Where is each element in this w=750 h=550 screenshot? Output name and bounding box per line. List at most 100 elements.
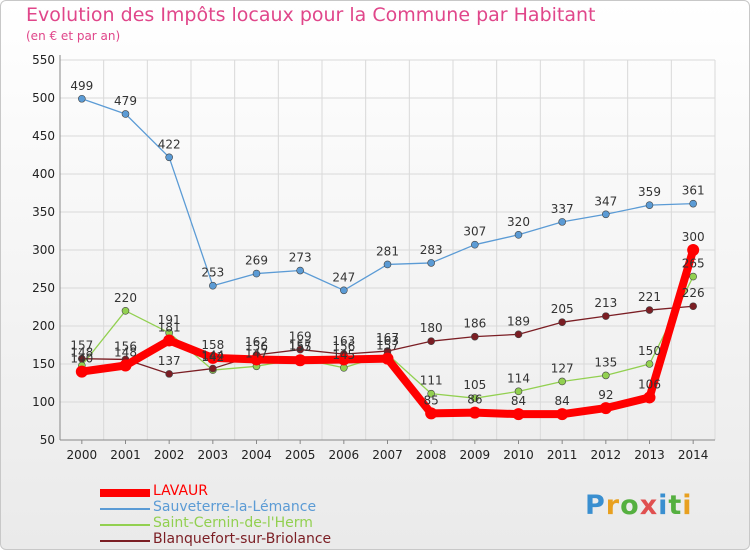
data-label: 84	[511, 394, 526, 408]
x-tick-label: 2004	[241, 448, 272, 462]
data-point	[296, 345, 304, 354]
x-tick-label: 2014	[678, 448, 709, 462]
y-tick-label: 500	[32, 91, 55, 105]
data-label: 157	[376, 339, 399, 353]
data-point	[381, 352, 394, 365]
legend-label: Saint-Cernin-de-l'Herm	[153, 515, 313, 531]
data-label: 359	[638, 185, 661, 199]
data-point	[121, 306, 130, 315]
data-label: 180	[420, 321, 443, 335]
data-label: 499	[70, 79, 93, 93]
data-label: 148	[114, 346, 137, 360]
data-point	[209, 281, 217, 290]
data-label: 135	[594, 355, 617, 369]
data-label: 86	[467, 393, 482, 407]
data-label: 220	[114, 291, 137, 305]
data-point	[78, 94, 86, 103]
x-tick-label: 2012	[591, 448, 622, 462]
data-label: 283	[420, 243, 443, 257]
data-label: 156	[114, 339, 137, 353]
data-point	[602, 371, 610, 380]
y-tick-label: 400	[32, 167, 55, 181]
x-tick-label: 2009	[460, 448, 491, 462]
data-label: 181	[158, 320, 181, 334]
data-point	[163, 334, 176, 347]
data-point	[512, 408, 525, 421]
data-label: 265	[682, 257, 705, 271]
data-point	[599, 402, 612, 415]
data-point	[471, 394, 479, 403]
y-tick-label: 450	[32, 129, 55, 143]
data-label: 155	[289, 340, 312, 354]
chart-subtitle: (en € et par an)	[26, 29, 121, 43]
y-tick-label: 200	[32, 319, 55, 333]
x-tick-label: 2001	[110, 448, 141, 462]
y-tick-label: 300	[32, 243, 55, 257]
data-label: 191	[158, 313, 181, 327]
data-label: 137	[158, 354, 181, 368]
y-tick-label: 250	[32, 281, 55, 295]
logo-letter: i	[658, 490, 669, 521]
data-label: 189	[507, 314, 530, 328]
data-point	[383, 260, 392, 269]
data-point	[689, 199, 697, 208]
data-label: 111	[420, 374, 443, 388]
data-point	[556, 408, 569, 421]
x-tick-label: 2006	[329, 448, 360, 462]
logo-letter: x	[639, 490, 659, 521]
data-point	[250, 353, 263, 366]
data-point	[689, 302, 697, 311]
data-point	[558, 318, 566, 327]
y-tick-label: 100	[32, 395, 55, 409]
data-label: 347	[594, 194, 617, 208]
data-label: 361	[682, 184, 705, 198]
x-tick-label: 2007	[372, 448, 403, 462]
data-label: 156	[245, 339, 268, 353]
data-point	[643, 391, 656, 404]
data-point	[514, 387, 523, 396]
data-label: 144	[201, 349, 224, 363]
data-label: 156	[332, 339, 355, 353]
data-point	[602, 312, 610, 320]
data-point	[645, 201, 654, 209]
data-point	[427, 259, 435, 267]
data-label: 147	[245, 346, 268, 360]
logo-letter: r	[605, 490, 621, 521]
data-point	[121, 110, 130, 118]
data-label: 163	[332, 334, 355, 348]
x-tick-label: 2010	[503, 448, 534, 462]
data-label: 422	[158, 137, 181, 151]
data-label: 148	[70, 346, 93, 360]
x-tick-label: 2013	[634, 448, 665, 462]
data-point	[165, 370, 173, 378]
chart-title: Evolution des Impôts locaux pour la Comm…	[26, 4, 596, 26]
data-label: 337	[551, 202, 574, 216]
data-point	[75, 365, 88, 378]
y-tick-label: 150	[32, 357, 55, 371]
data-point	[687, 244, 700, 256]
data-label: 84	[555, 394, 570, 408]
x-tick-label: 2005	[285, 448, 316, 462]
data-label: 186	[463, 317, 486, 331]
data-point	[427, 389, 435, 398]
data-point	[206, 351, 219, 364]
data-point	[514, 231, 523, 239]
data-label: 205	[551, 302, 574, 316]
x-tick-label: 2008	[416, 448, 447, 462]
data-label: 157	[289, 339, 312, 353]
data-point	[119, 359, 132, 372]
data-point	[296, 266, 304, 275]
proxiti-logo: Proxiti	[585, 490, 693, 521]
data-point	[689, 272, 697, 281]
y-tick-label: 550	[32, 53, 55, 67]
data-point	[471, 240, 479, 249]
data-point	[468, 406, 481, 419]
y-tick-label: 350	[32, 205, 55, 219]
data-label: 213	[594, 296, 617, 310]
data-label: 281	[376, 244, 399, 258]
x-tick-label: 2003	[198, 448, 229, 462]
data-point	[340, 286, 348, 295]
data-label: 145	[332, 348, 355, 362]
